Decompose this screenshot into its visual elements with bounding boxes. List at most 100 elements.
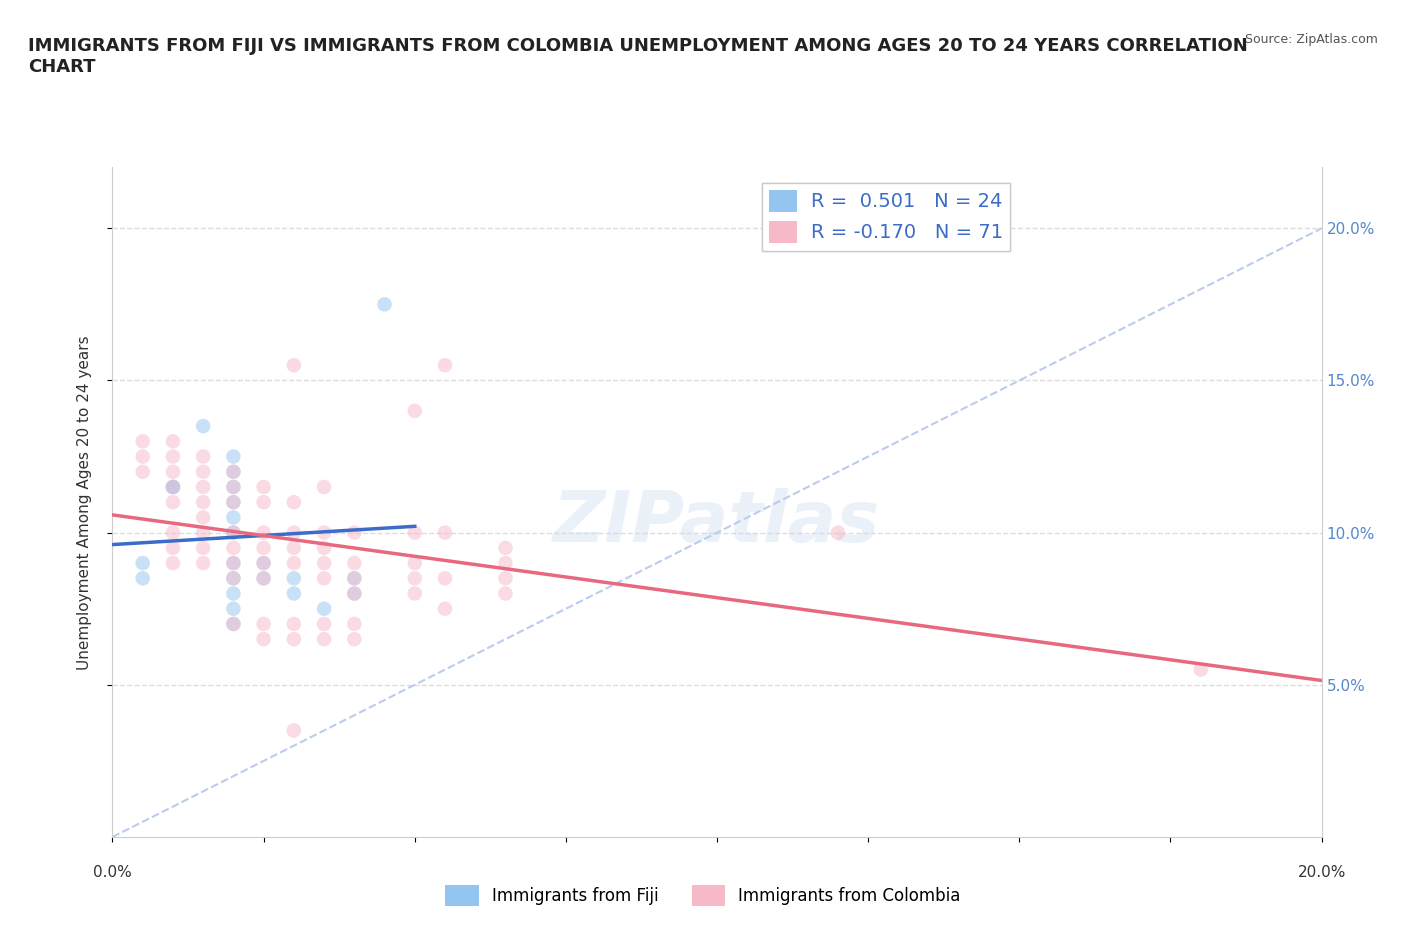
Point [343, 571, 366, 586]
Point [374, 297, 396, 312]
Point [314, 571, 336, 586]
Point [495, 586, 517, 601]
Point [222, 480, 245, 495]
Point [253, 495, 276, 510]
Point [314, 480, 336, 495]
Point [253, 525, 276, 540]
Point [253, 631, 276, 646]
Point [404, 555, 426, 570]
Point [132, 434, 155, 449]
Point [191, 464, 214, 479]
Point [343, 571, 366, 586]
Point [162, 540, 184, 555]
Point [222, 480, 245, 495]
Point [1189, 662, 1212, 677]
Point [404, 525, 426, 540]
Point [283, 555, 305, 570]
Point [162, 434, 184, 449]
Point [162, 480, 184, 495]
Point [162, 480, 184, 495]
Point [222, 571, 245, 586]
Point [191, 449, 214, 464]
Point [191, 480, 214, 495]
Point [132, 555, 155, 570]
Text: ZIPatlas: ZIPatlas [554, 488, 880, 557]
Point [162, 525, 184, 540]
Point [132, 464, 155, 479]
Point [162, 495, 184, 510]
Text: 20.0%: 20.0% [1298, 865, 1346, 880]
Point [343, 586, 366, 601]
Text: Source: ZipAtlas.com: Source: ZipAtlas.com [1244, 33, 1378, 46]
Point [222, 586, 245, 601]
Point [404, 571, 426, 586]
Point [222, 571, 245, 586]
Point [191, 525, 214, 540]
Point [222, 602, 245, 617]
Point [222, 510, 245, 525]
Point [495, 540, 517, 555]
Point [222, 464, 245, 479]
Point [314, 602, 336, 617]
Point [495, 555, 517, 570]
Point [162, 449, 184, 464]
Point [253, 480, 276, 495]
Point [495, 571, 517, 586]
Point [222, 555, 245, 570]
Point [283, 586, 305, 601]
Point [283, 723, 305, 737]
Point [314, 540, 336, 555]
Point [314, 631, 336, 646]
Point [283, 495, 305, 510]
Point [283, 617, 305, 631]
Point [132, 449, 155, 464]
Point [222, 540, 245, 555]
Point [314, 525, 336, 540]
Point [222, 617, 245, 631]
Legend: Immigrants from Fiji, Immigrants from Colombia: Immigrants from Fiji, Immigrants from Co… [439, 879, 967, 912]
Point [191, 510, 214, 525]
Point [253, 555, 276, 570]
Point [433, 571, 456, 586]
Point [433, 358, 456, 373]
Text: IMMIGRANTS FROM FIJI VS IMMIGRANTS FROM COLOMBIA UNEMPLOYMENT AMONG AGES 20 TO 2: IMMIGRANTS FROM FIJI VS IMMIGRANTS FROM … [28, 37, 1249, 76]
Point [222, 617, 245, 631]
Point [222, 495, 245, 510]
Point [314, 617, 336, 631]
Point [343, 525, 366, 540]
Point [253, 571, 276, 586]
Point [433, 525, 456, 540]
Point [222, 555, 245, 570]
Point [343, 631, 366, 646]
Point [283, 540, 305, 555]
Point [191, 418, 214, 433]
Legend: R =  0.501   N = 24, R = -0.170   N = 71: R = 0.501 N = 24, R = -0.170 N = 71 [762, 183, 1011, 251]
Point [222, 495, 245, 510]
Point [827, 525, 849, 540]
Point [162, 480, 184, 495]
Point [314, 555, 336, 570]
Point [132, 571, 155, 586]
Point [253, 617, 276, 631]
Point [222, 525, 245, 540]
Point [283, 525, 305, 540]
Point [283, 358, 305, 373]
Point [433, 602, 456, 617]
Point [253, 555, 276, 570]
Point [343, 555, 366, 570]
Point [343, 586, 366, 601]
Point [253, 571, 276, 586]
Point [404, 404, 426, 418]
Point [222, 525, 245, 540]
Point [222, 464, 245, 479]
Point [283, 571, 305, 586]
Text: 0.0%: 0.0% [93, 865, 132, 880]
Point [162, 464, 184, 479]
Point [191, 495, 214, 510]
Point [162, 555, 184, 570]
Point [253, 540, 276, 555]
Point [343, 617, 366, 631]
Point [283, 631, 305, 646]
Point [222, 449, 245, 464]
Point [404, 586, 426, 601]
